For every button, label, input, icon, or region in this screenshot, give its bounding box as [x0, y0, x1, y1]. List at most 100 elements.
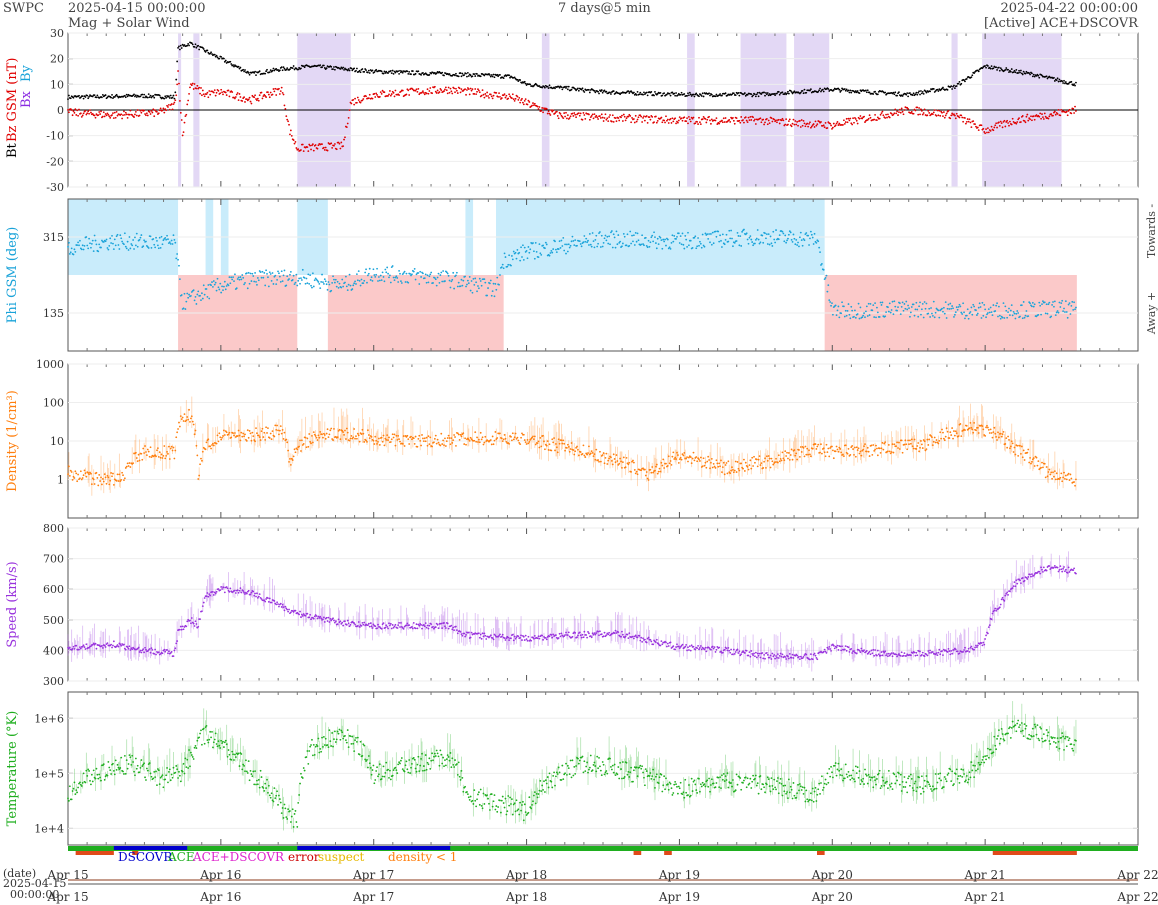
- bz-series-point: [920, 109, 923, 112]
- bz-series-point: [794, 120, 797, 122]
- phi-series-point: [564, 243, 566, 246]
- phi-series-point: [633, 244, 636, 246]
- bz-series-point: [287, 120, 290, 123]
- density-series-point: [755, 458, 758, 461]
- phi-series-point: [681, 232, 684, 235]
- density-series-point: [73, 477, 76, 479]
- bz-series-point: [335, 148, 338, 151]
- bz-series-point: [526, 103, 529, 106]
- density-series-point: [387, 439, 389, 441]
- bz-series-point: [965, 120, 968, 123]
- phi-series-point: [499, 274, 501, 276]
- density-series-point: [248, 430, 251, 432]
- density-series-point: [266, 432, 268, 434]
- density-series-point: [695, 456, 698, 458]
- bt-series-point: [502, 77, 505, 80]
- bt-series-point: [361, 68, 364, 70]
- phi-series-point: [762, 241, 765, 244]
- bt-series-point: [689, 93, 692, 96]
- density-series-point: [730, 469, 732, 472]
- bz-series-point: [617, 117, 620, 119]
- bz-series-point: [123, 110, 125, 113]
- density-series-point: [688, 456, 690, 459]
- bz-series-point: [787, 120, 790, 123]
- phi-series-point: [588, 244, 590, 246]
- density-series-point: [216, 434, 219, 437]
- bt-series-point: [147, 93, 150, 96]
- phi-series-point: [899, 313, 902, 315]
- bt-series-point: [583, 91, 586, 93]
- bz-series-point: [714, 119, 717, 122]
- bz-series-point: [728, 119, 731, 121]
- density-series-point: [826, 451, 829, 454]
- bz-series-point: [1053, 110, 1056, 113]
- phi-series-point: [707, 237, 710, 240]
- bz-series-point: [672, 120, 675, 123]
- phi-series-point: [165, 238, 168, 241]
- phi-series-point: [327, 281, 330, 283]
- bz-series-point: [293, 142, 296, 145]
- bz-series-point: [591, 113, 594, 116]
- phi-series-point: [739, 235, 742, 238]
- density-series-point: [654, 465, 657, 468]
- phi-series-point: [894, 305, 897, 308]
- bt-series-point: [146, 96, 149, 99]
- bz-series-point: [340, 141, 343, 144]
- bz-series-point: [689, 120, 692, 123]
- phi-series-point: [799, 231, 802, 234]
- phi-series-point: [603, 237, 606, 240]
- density-series-point: [737, 467, 740, 470]
- density-series-point: [112, 484, 115, 486]
- bz-series-point: [899, 111, 902, 114]
- density-series-point: [475, 440, 478, 443]
- density-series-point: [742, 467, 744, 470]
- bt-series-point: [359, 71, 362, 74]
- phi-series-point: [1033, 303, 1036, 306]
- bt-series-point: [654, 91, 656, 93]
- phi-series-point: [970, 306, 973, 309]
- phi-series-point: [578, 240, 581, 243]
- phi-series-point: [426, 274, 429, 277]
- density-series-point: [586, 453, 589, 456]
- phi-series-point: [702, 244, 705, 247]
- density-series-point: [933, 436, 936, 439]
- bt-series-point: [601, 91, 604, 94]
- bt-series-point: [172, 94, 175, 97]
- bt-series-point: [872, 93, 875, 95]
- bz-series-point: [451, 92, 454, 95]
- phi-series-point: [963, 311, 965, 314]
- density-series-point: [382, 434, 385, 437]
- phi-series-point: [571, 235, 574, 238]
- bz-series-point: [512, 98, 515, 101]
- density-series-point: [682, 454, 685, 457]
- density-series-point: [846, 452, 849, 455]
- bt-series-point: [721, 94, 723, 97]
- bz-series-point: [645, 115, 648, 117]
- bt-series-point: [802, 92, 805, 95]
- phi-series-point: [810, 233, 813, 236]
- density-series-point: [921, 447, 924, 449]
- phi-series-point: [257, 279, 260, 282]
- density-series-point: [244, 433, 246, 436]
- phi-series-point: [88, 237, 90, 240]
- bt-series-point: [1053, 76, 1055, 79]
- bz-series-point: [545, 107, 548, 110]
- bt-series-point: [123, 94, 126, 97]
- phi-series-point: [996, 302, 998, 305]
- bt-series-point: [152, 94, 155, 97]
- density-series-point: [377, 440, 379, 443]
- phi-series-point: [124, 245, 127, 248]
- phi-series-point: [133, 248, 135, 250]
- bz-series-point: [853, 121, 855, 124]
- phi-series-point: [618, 241, 621, 244]
- density-series-point: [161, 457, 164, 459]
- bz-series-point: [93, 114, 96, 117]
- density-series-point: [621, 461, 624, 464]
- phi-series-point: [332, 275, 334, 278]
- bt-series-point: [924, 90, 927, 93]
- phi-series-point: [922, 316, 925, 319]
- bt-series-point: [787, 90, 789, 93]
- bz-series-point: [254, 94, 256, 97]
- bt-series-point: [417, 70, 420, 73]
- phi-series-point: [475, 281, 478, 284]
